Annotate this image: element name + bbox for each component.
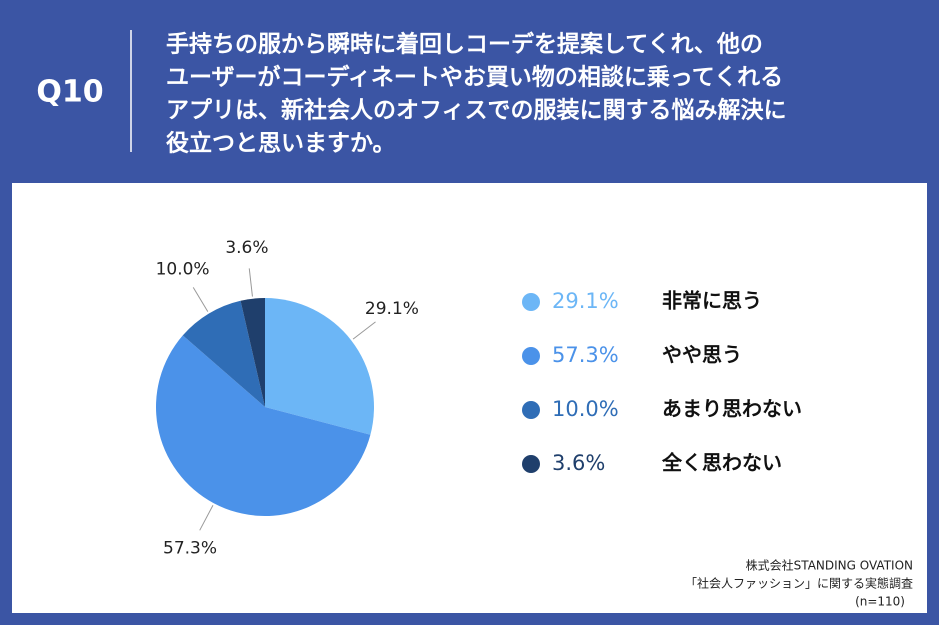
question: 手持ちの服から瞬時に着回しコーデを提案してくれ、他のユーザーがコーディネートやお… — [166, 31, 787, 157]
legend-value: 57.3% — [552, 343, 619, 367]
leader-line — [199, 505, 214, 531]
question-line: アプリは、新社会人のオフィスでの服装に関する悩み解決に — [166, 97, 787, 124]
legend-marker — [522, 293, 540, 311]
source-line: 株式会社STANDING OVATION — [746, 558, 913, 573]
legend-value: 10.0% — [552, 397, 619, 421]
source-line: 「社会人ファッション」に関する実態調査 — [685, 576, 913, 591]
legend-value: 29.1% — [552, 289, 619, 313]
legend-marker — [522, 455, 540, 473]
leader-line — [192, 287, 209, 312]
legend-marker — [522, 401, 540, 419]
legend: 29.1% 非常に思う 57.3% やや思う 10.0% あまり思わない 3.6% 全く思わな… — [522, 289, 802, 475]
legend-value: 3.6% — [552, 451, 605, 475]
pie-slice — [265, 298, 375, 435]
pie: 29.1% 57.3% 10.0% 3.6% — [156, 238, 419, 559]
legend-label: 非常に思う — [662, 289, 762, 313]
data-label: 10.0% — [156, 260, 210, 280]
question-number: Q10 — [36, 75, 103, 110]
leader-line — [352, 321, 376, 340]
source: 株式会社STANDING OVATION 「社会人ファッション」に関する実態調査 (… — [685, 558, 913, 609]
legend-label: あまり思わない — [662, 397, 802, 421]
pie-slice — [240, 298, 265, 407]
data-label: 29.1% — [365, 299, 419, 319]
source-line: (n=110) — [855, 595, 905, 609]
question-line: 役立つと思いますか。 — [166, 130, 396, 157]
pie-slice — [182, 300, 265, 407]
data-label: 57.3% — [163, 539, 217, 559]
legend-label: 全く思わない — [661, 451, 782, 475]
legend-marker — [522, 347, 540, 365]
pie-slice — [155, 335, 371, 516]
question-line: ユーザーがコーディネートやお買い物の相談に乗ってくれる — [166, 64, 783, 91]
leader-line — [248, 268, 253, 297]
legend-label: やや思う — [662, 343, 742, 367]
data-label: 3.6% — [225, 238, 268, 258]
question-line: 手持ちの服から瞬時に着回しコーデを提案してくれ、他の — [166, 31, 763, 58]
